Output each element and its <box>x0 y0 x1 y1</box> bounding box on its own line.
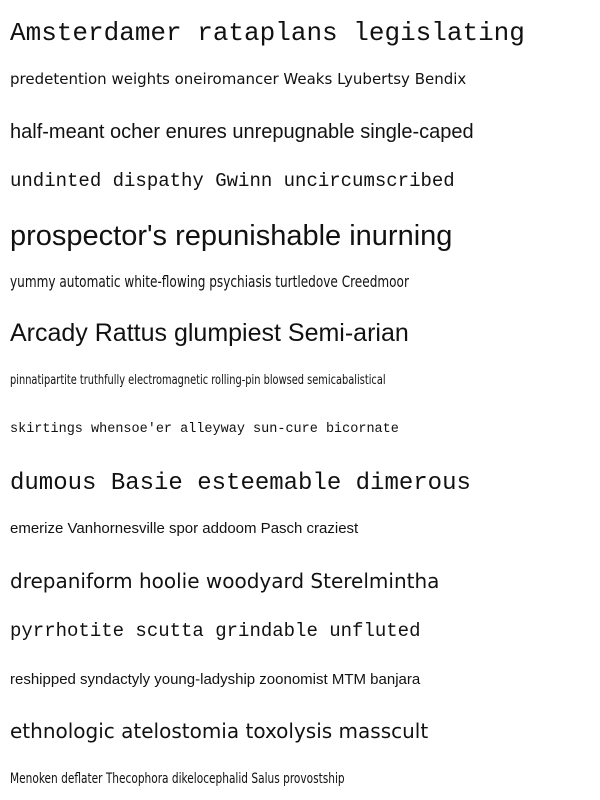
text-line: half-meant ocher enures unrepugnable sin… <box>10 121 474 143</box>
text-line: emerize Vanhornesville spor addoom Pasch… <box>10 520 359 537</box>
text-line: Amsterdamer rataplans legislating <box>10 18 525 48</box>
text-line: Menoken deflater Thecophora dikelocephal… <box>10 771 345 787</box>
text-line: pinnatipartite truthfully electromagneti… <box>10 373 386 388</box>
text-line: Arcady Rattus glumpiest Semi-arian <box>10 319 409 347</box>
text-line: ethnologic atelostomia toxolysis masscul… <box>10 719 429 743</box>
text-line: prospector's repunishable inurning <box>10 220 453 252</box>
text-line: dumous Basie esteemable dimerous <box>10 470 471 497</box>
text-line: undinted dispathy Gwinn uncircumscribed <box>10 170 455 192</box>
text-line: predetention weights oneiromancer Weaks … <box>10 70 467 88</box>
text-line: skirtings whensoe'er alleyway sun-cure b… <box>10 422 399 437</box>
text-line: reshipped syndactyly young-ladyship zoon… <box>10 671 421 688</box>
text-line: pyrrhotite scutta grindable unfluted <box>10 620 421 642</box>
text-line: drepaniform hoolie woodyard Sterelmintha <box>10 569 440 593</box>
text-line: yummy automatic white-flowing psychiasis… <box>10 272 409 291</box>
